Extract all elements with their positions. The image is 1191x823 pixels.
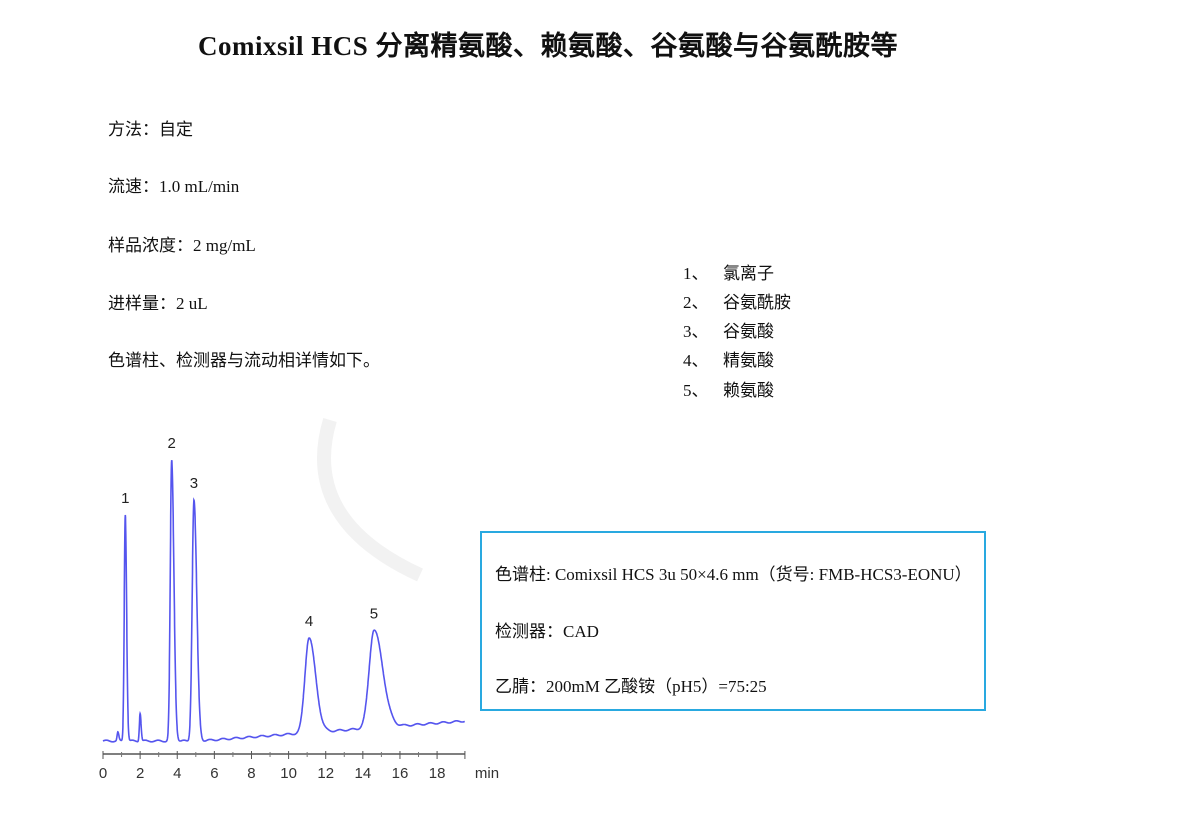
peak-number: 4、 (683, 351, 709, 370)
peak-name: 精氨酸 (723, 351, 774, 370)
x-axis-label: min (475, 765, 499, 782)
x-tick-label: 0 (99, 765, 107, 782)
column-info: 色谱柱: Comixsil HCS 3u 50×4.6 mm（货号: FMB-H… (495, 565, 972, 584)
peak-label-3: 3 (190, 475, 198, 492)
peak-legend-item: 5、 赖氨酸 (683, 376, 774, 401)
peak-label-1: 1 (121, 490, 129, 507)
x-tick-label: 2 (136, 765, 144, 782)
peak-name: 赖氨酸 (723, 381, 774, 400)
detector-info: 检测器：CAD (495, 622, 599, 641)
peak-legend-item: 3、 谷氨酸 (683, 317, 774, 342)
param-concentration: 样品浓度：2 mg/mL (108, 236, 256, 255)
x-tick-label: 16 (392, 765, 409, 782)
peak-number: 3、 (683, 322, 709, 341)
x-tick-label: 12 (317, 765, 334, 782)
param-details-note: 色谱柱、检测器与流动相详情如下。 (108, 351, 380, 370)
x-tick-label: 8 (247, 765, 255, 782)
peak-label-4: 4 (305, 613, 313, 630)
peak-legend-item: 2、 谷氨酰胺 (683, 288, 791, 313)
param-injection-volume: 进样量：2 uL (108, 294, 208, 313)
watermark (317, 417, 423, 582)
x-tick-label: 6 (210, 765, 218, 782)
peak-number: 1、 (683, 264, 709, 283)
x-tick-label: 18 (429, 765, 446, 782)
peak-label-5: 5 (370, 605, 378, 622)
peak-number: 2、 (683, 293, 709, 312)
x-tick-label: 10 (280, 765, 297, 782)
peak-legend-item: 4、 精氨酸 (683, 346, 774, 371)
peak-legend-item: 1、 氯离子 (683, 259, 774, 284)
param-method: 方法：自定 (108, 120, 193, 139)
peak-number: 5、 (683, 381, 709, 400)
chromatogram-trace (102, 460, 466, 743)
mobile-phase-info: 乙腈：200mM 乙酸铵（pH5）=75:25 (495, 677, 767, 696)
x-axis: 0 2 4 6 8 10 12 14 16 18 min (99, 751, 499, 782)
x-tick-label: 4 (173, 765, 181, 782)
peak-name: 氯离子 (723, 264, 774, 283)
param-flow-rate: 流速：1.0 mL/min (108, 177, 240, 196)
conditions-box: 色谱柱: Comixsil HCS 3u 50×4.6 mm（货号: FMB-H… (480, 531, 986, 711)
page-title: Comixsil HCS 分离精氨酸、赖氨酸、谷氨酸与谷氨酰胺等 (198, 31, 899, 61)
peak-name: 谷氨酰胺 (723, 293, 791, 312)
peak-label-2: 2 (168, 435, 176, 452)
peak-name: 谷氨酸 (723, 322, 774, 341)
x-tick-label: 14 (354, 765, 371, 782)
